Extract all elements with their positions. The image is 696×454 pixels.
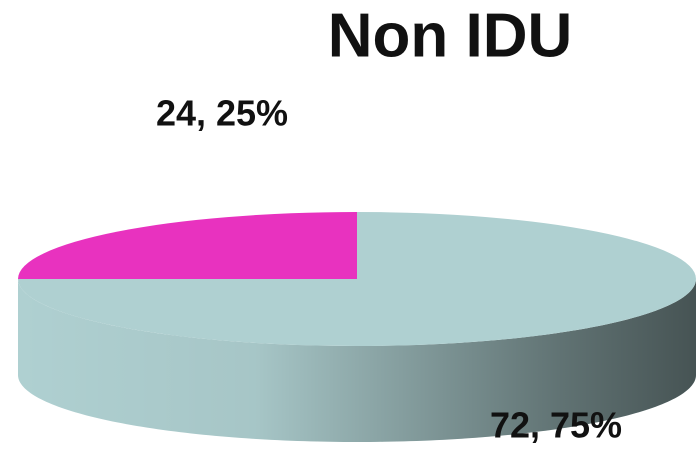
pie-side-shade (18, 279, 696, 442)
pie-slice (18, 212, 696, 346)
data-label: 24, 25% (156, 93, 288, 134)
pie (18, 212, 696, 442)
pie-slice (18, 212, 357, 279)
chart-title: Non IDU (328, 1, 573, 70)
data-label: 72, 75% (490, 405, 622, 446)
